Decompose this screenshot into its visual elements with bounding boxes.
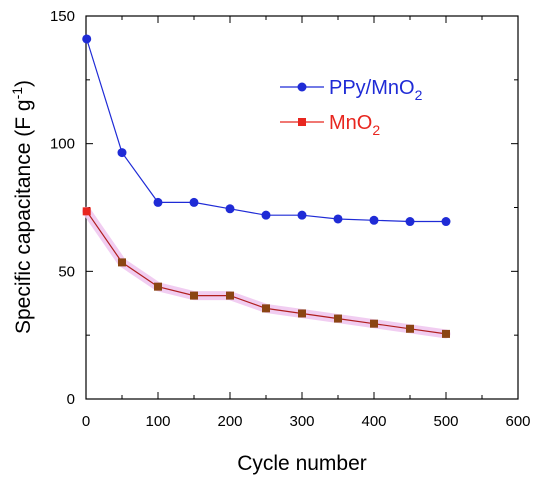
x-tick-label: 600 xyxy=(505,413,530,430)
legend-item-mno2: MnO2 xyxy=(280,112,380,138)
data-point xyxy=(153,197,163,207)
x-tick-label: 200 xyxy=(217,413,242,430)
series-1 xyxy=(82,206,451,339)
data-point xyxy=(117,148,127,158)
legend-label-mno2-sub: 2 xyxy=(372,122,380,138)
y-tick-label: 100 xyxy=(50,136,75,153)
x-axis-title: Cycle number xyxy=(237,452,367,475)
data-point xyxy=(154,282,162,291)
legend-marker-ppy-mno2 xyxy=(297,82,307,92)
data-point xyxy=(442,329,450,338)
y-tick-label: 50 xyxy=(58,263,75,280)
data-point xyxy=(225,204,235,214)
data-point xyxy=(334,314,342,323)
x-tick-label: 400 xyxy=(361,413,386,430)
data-point xyxy=(118,258,126,267)
legend-label-mno2-main: MnO xyxy=(329,112,372,134)
data-point xyxy=(190,291,198,300)
plot-frame xyxy=(85,15,519,400)
legend-label-mno2: MnO2 xyxy=(329,112,380,138)
legend: PPy/MnO2 MnO2 xyxy=(280,77,423,138)
legend-marker-mno2 xyxy=(298,118,306,126)
data-point xyxy=(405,217,415,227)
y-tick-label: 0 xyxy=(67,391,75,408)
data-point xyxy=(297,210,307,220)
data-point xyxy=(441,217,451,227)
y-tick-labels: 0 50 100 150 xyxy=(50,8,75,408)
data-point xyxy=(298,309,306,318)
legend-label-ppy-mno2-sub: 2 xyxy=(415,87,423,103)
y-axis-title: Specific capacitance (F g-1) xyxy=(9,80,35,334)
data-point xyxy=(262,304,270,313)
x-tick-label: 500 xyxy=(433,413,458,430)
data-point xyxy=(333,214,343,224)
y-axis-title-sup: -1 xyxy=(9,87,25,100)
x-tick-label: 300 xyxy=(289,413,314,430)
data-point xyxy=(369,215,379,225)
x-tick-label: 0 xyxy=(82,413,90,430)
series-halo xyxy=(82,206,451,339)
data-point xyxy=(82,207,91,216)
data-point xyxy=(406,324,414,333)
legend-label-ppy-mno2-main: PPy/MnO xyxy=(329,77,415,99)
y-axis-title-close: ) xyxy=(12,80,35,87)
y-tick-label: 150 xyxy=(50,8,75,25)
series-line xyxy=(86,38,446,223)
data-point xyxy=(370,319,378,328)
legend-label-ppy-mno2: PPy/MnO2 xyxy=(329,77,423,103)
data-point xyxy=(226,291,234,300)
x-tick-labels: 0 100 200 300 400 500 600 xyxy=(82,413,531,430)
data-point xyxy=(261,210,271,220)
data-point xyxy=(82,34,92,44)
data-point xyxy=(189,197,199,207)
legend-item-ppy-mno2: PPy/MnO2 xyxy=(280,77,423,103)
x-tick-label: 100 xyxy=(145,413,170,430)
series-0 xyxy=(82,34,451,227)
y-axis-title-main: Specific capacitance (F g xyxy=(12,99,35,334)
axis-ticks xyxy=(85,15,519,400)
series-layer xyxy=(82,34,451,339)
